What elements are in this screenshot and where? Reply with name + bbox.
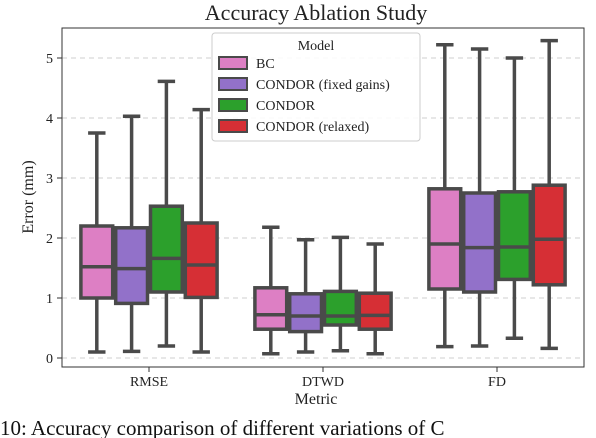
y-tick-label: 0 — [46, 352, 53, 367]
legend-label-4: CONDOR (relaxed) — [256, 120, 369, 135]
x-tick-label: RMSE — [130, 375, 168, 390]
box-body — [531, 183, 567, 287]
box-fd-1 — [427, 43, 463, 349]
legend: Model BC CONDOR (fixed gains) CONDOR CONDOR… — [211, 32, 421, 142]
legend-swatch-2 — [218, 77, 248, 91]
x-tick-label: DTWD — [302, 375, 344, 390]
boxes-layer — [79, 38, 567, 356]
box-body — [357, 291, 393, 331]
box-fd-3 — [496, 56, 533, 340]
legend-label-2: CONDOR (fixed gains) — [256, 78, 390, 93]
box-body — [253, 286, 289, 331]
legend-label-3: CONDOR — [256, 99, 316, 114]
box-dtwd-4 — [357, 242, 393, 356]
box-dtwd-1 — [253, 225, 289, 356]
box-body — [496, 190, 533, 282]
box-plot-figure: 0 1 2 3 4 5 RMSE DTWD FD Accuracy Ablation Stud… — [20, 0, 585, 408]
x-ticks: RMSE DTWD FD — [130, 367, 506, 390]
legend-items: BC CONDOR (fixed gains) CONDOR CONDOR (rela… — [218, 56, 390, 135]
box-dtwd-2 — [287, 238, 324, 354]
x-axis-label: Metric — [295, 391, 338, 408]
chart-title: Accuracy Ablation Study — [205, 0, 427, 25]
box-dtwd-3 — [322, 235, 359, 353]
legend-label-1: BC — [256, 57, 275, 72]
x-tick-label: FD — [488, 375, 506, 390]
box-body — [427, 187, 463, 291]
box-body — [322, 289, 359, 327]
y-tick-label: 3 — [46, 172, 53, 187]
y-ticks: 0 1 2 3 4 5 — [46, 52, 62, 367]
box-rmse-2 — [113, 114, 150, 354]
y-tick-label: 1 — [46, 292, 53, 307]
figure-caption: 10: Accuracy comparison of different var… — [0, 416, 445, 438]
box-body — [183, 221, 219, 300]
legend-swatch-4 — [218, 119, 248, 133]
box-rmse-3 — [148, 79, 185, 348]
legend-swatch-3 — [218, 98, 248, 112]
y-tick-label: 5 — [46, 52, 53, 67]
box-body — [113, 226, 150, 306]
legend-swatch-1 — [218, 56, 248, 70]
legend-title: Model — [298, 39, 335, 54]
box-rmse-4 — [183, 107, 219, 354]
y-axis-label: Error (mm) — [20, 160, 37, 233]
box-body — [461, 191, 498, 294]
box-body — [287, 292, 324, 334]
box-fd-4 — [531, 38, 567, 351]
y-tick-label: 2 — [46, 232, 53, 247]
box-fd-2 — [461, 47, 498, 348]
y-tick-label: 4 — [46, 112, 53, 127]
legend-frame — [211, 32, 421, 142]
box-body — [148, 204, 185, 294]
box-rmse-1 — [79, 131, 115, 354]
box-body — [79, 224, 115, 300]
